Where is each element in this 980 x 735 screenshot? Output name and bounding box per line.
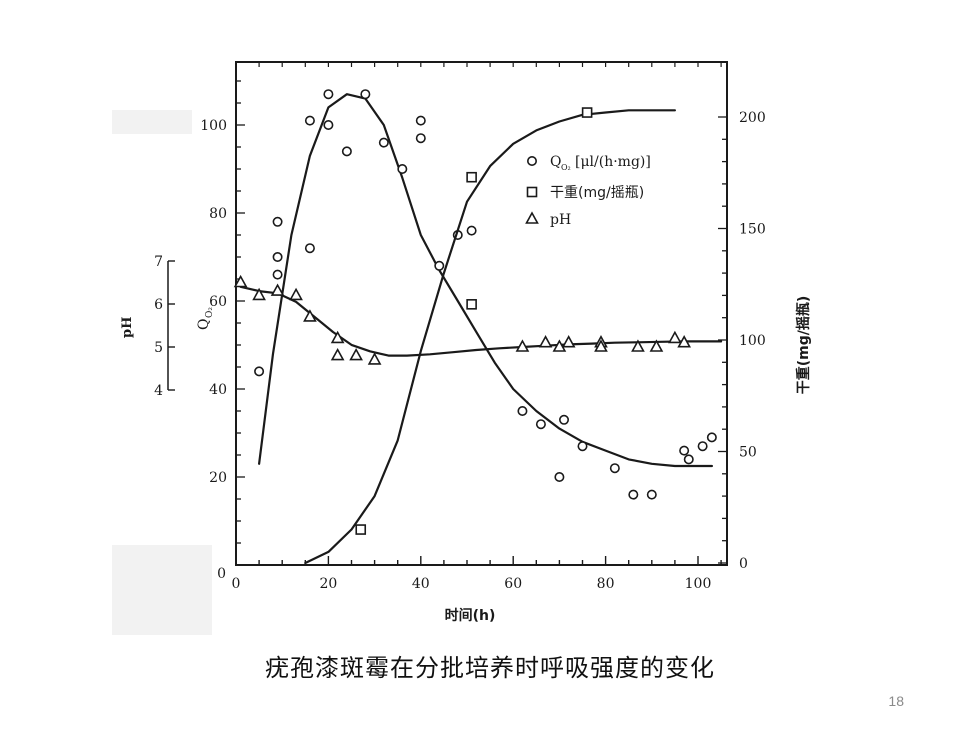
data-point-ph: [330, 330, 345, 344]
data-point-qo2: [466, 225, 477, 236]
data-point-ph: [594, 339, 608, 352]
x-tick-label-origin: 0: [217, 566, 226, 582]
qo2-axis-label: Q: [196, 319, 212, 330]
data-point-qo2: [683, 454, 694, 465]
data-point-ph: [270, 283, 285, 296]
data-point-qo2: [360, 89, 371, 100]
dry-weight-tick-label: 0: [739, 556, 748, 572]
data-point-qo2: [535, 419, 546, 430]
scan-artifact: [112, 110, 192, 134]
data-point-ph: [561, 335, 576, 348]
data-point-dry_weight: [581, 107, 593, 118]
data-point-ph: [631, 339, 645, 352]
qo2-tick-label: 60: [209, 294, 227, 310]
qo2-tick-label: 80: [209, 206, 227, 222]
data-point-ph: [367, 352, 382, 365]
data-point-ph: [538, 335, 553, 348]
data-point-ph: [233, 274, 248, 288]
data-point-qo2: [434, 260, 445, 271]
qo2-tick-label: 100: [200, 118, 227, 134]
data-point-ph: [677, 335, 691, 348]
data-point-qo2: [272, 252, 283, 263]
qo2-tick-label: 20: [209, 470, 227, 486]
figure-caption: 疣孢漆斑霉在分批培养时呼吸强度的变化: [265, 654, 715, 682]
x-tick-label: 0: [232, 576, 241, 592]
data-point-qo2: [646, 489, 657, 500]
data-point-qo2: [559, 414, 570, 425]
data-point-qo2: [272, 216, 283, 227]
dry-weight-axis-label: 干重(mg/摇瓶): [795, 296, 812, 395]
dry-weight-tick-label: 100: [739, 333, 766, 349]
legend-label-qo2: Q: [550, 154, 561, 170]
series-line-ph: [239, 285, 723, 357]
x-tick-label: 20: [319, 576, 337, 592]
data-point-dry_weight: [355, 524, 367, 535]
data-point-qo2: [254, 366, 265, 377]
data-point-ph: [330, 347, 345, 361]
data-point-qo2: [272, 269, 283, 280]
series-line-dry_weight: [304, 109, 676, 565]
data-point-qo2: [415, 133, 426, 144]
data-point-ph: [552, 339, 567, 352]
ph-tick-label: 7: [154, 254, 163, 270]
ph-tick-label: 5: [154, 340, 163, 356]
legend-marker-qo2: [526, 156, 537, 167]
x-tick-label: 80: [597, 576, 615, 592]
data-point-ph: [289, 287, 303, 301]
plot-frame: [235, 61, 728, 566]
legend-label-ph: pH: [550, 212, 571, 228]
dry-weight-tick-label: 50: [739, 445, 757, 461]
legend-label-qo2-sub: O₂: [561, 163, 571, 172]
data-point-qo2: [397, 164, 408, 175]
data-point-qo2: [628, 489, 639, 500]
page-number: 18: [888, 693, 904, 709]
data-point-qo2: [415, 115, 426, 126]
data-point-dry_weight: [466, 171, 477, 183]
data-point-ph: [252, 287, 266, 301]
ph-axis-label: pH: [120, 317, 135, 338]
data-point-qo2: [304, 115, 315, 126]
data-point-ph: [649, 339, 664, 352]
data-point-qo2: [517, 405, 528, 416]
data-point-qo2: [304, 243, 315, 254]
data-point-qo2: [609, 463, 620, 474]
qo2-axis-label-sub: O₂: [205, 307, 215, 318]
x-tick-label: 40: [412, 576, 430, 592]
data-point-qo2: [706, 432, 717, 443]
dry-weight-tick-label: 200: [739, 110, 766, 126]
qo2-tick-label: 40: [209, 382, 227, 398]
ph-tick-label: 6: [154, 297, 163, 313]
x-tick-label: 60: [504, 576, 522, 592]
data-point-ph: [668, 330, 682, 344]
legend-label-qo2-units: [μl/(h·mg)]: [575, 154, 651, 170]
data-point-qo2: [697, 441, 708, 452]
legend-marker-ph: [525, 211, 539, 224]
data-point-ph: [303, 309, 317, 322]
scan-artifact: [112, 545, 212, 635]
data-point-qo2: [679, 445, 690, 456]
data-point-qo2: [341, 146, 352, 157]
series-line-qo2: [258, 93, 713, 468]
data-point-qo2: [323, 120, 334, 131]
ph-tick-label: 4: [154, 383, 163, 399]
data-point-dry_weight: [466, 299, 477, 310]
data-point-qo2: [577, 441, 588, 452]
x-axis-label: 时间(h): [445, 607, 496, 624]
data-point-qo2: [323, 89, 334, 100]
data-point-ph: [515, 339, 530, 352]
data-point-qo2: [378, 137, 389, 148]
legend-marker-dry-weight: [526, 186, 538, 198]
data-point-ph: [349, 347, 363, 361]
data-point-qo2: [554, 471, 565, 482]
dry-weight-tick-label: 150: [739, 222, 766, 238]
x-tick-label: 100: [685, 576, 712, 592]
legend-label-dry-weight: 干重(mg/摇瓶): [550, 185, 644, 201]
